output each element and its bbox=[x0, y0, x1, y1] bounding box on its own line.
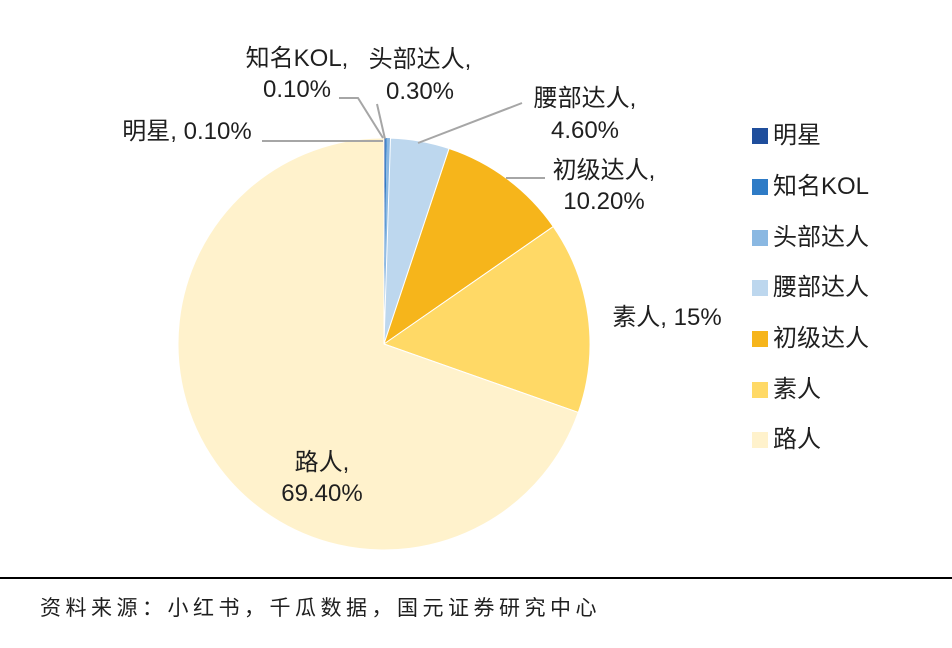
legend-item-mid-influencer: 腰部达人 bbox=[752, 263, 869, 314]
data-label-line: 初级达人, bbox=[553, 157, 656, 184]
data-label-line: 0.10% bbox=[263, 76, 331, 103]
leader-line-mid-influencer bbox=[417, 102, 523, 144]
data-label-line: 明星, 0.10% bbox=[122, 118, 251, 145]
legend-label-top-influencer: 头部达人 bbox=[773, 223, 869, 251]
legend-label-passerby: 路人 bbox=[773, 426, 821, 454]
data-label-passerby: 路人, 69.40% bbox=[281, 449, 362, 507]
legend-swatch-famous-kol bbox=[752, 178, 768, 195]
data-label-line: 头部达人, bbox=[369, 46, 472, 73]
data-label-junior-influencer: 初级达人, 10.20% bbox=[553, 157, 656, 215]
data-label-line: 素人, 15% bbox=[612, 304, 721, 331]
data-labels: 明星, 0.10% 知名KOL, 0.10% 头部达人, 0.30% 腰部达人, 4.60%… bbox=[122, 45, 721, 507]
data-label-line: 路人, bbox=[295, 449, 350, 476]
data-label-top-influencer: 头部达人, 0.30% bbox=[369, 46, 472, 105]
pie-slice-passerby bbox=[177, 137, 579, 551]
legend-label-amateur: 素人 bbox=[773, 375, 821, 403]
data-label-line: 知名KOL, bbox=[246, 45, 349, 72]
legend-item-celebrity: 明星 bbox=[752, 111, 869, 162]
pie-slices bbox=[177, 137, 591, 551]
data-label-famous-kol: 知名KOL, 0.10% bbox=[246, 45, 349, 103]
legend-item-junior-influencer: 初级达人 bbox=[752, 314, 869, 365]
legend-swatch-top-influencer bbox=[752, 229, 768, 246]
data-label-amateur: 素人, 15% bbox=[612, 304, 721, 331]
legend-item-amateur: 素人 bbox=[752, 364, 869, 415]
data-label-line: 69.40% bbox=[281, 480, 362, 507]
data-label-celebrity: 明星, 0.10% bbox=[122, 118, 251, 145]
data-label-line: 4.60% bbox=[551, 117, 619, 144]
legend-swatch-mid-influencer bbox=[752, 280, 768, 297]
footer-divider bbox=[0, 577, 952, 579]
legend-label-junior-influencer: 初级达人 bbox=[773, 324, 869, 352]
data-label-line: 10.20% bbox=[563, 188, 644, 215]
legend-label-mid-influencer: 腰部达人 bbox=[773, 274, 869, 302]
pie-slice-junior-influencer bbox=[383, 148, 554, 345]
chart-legend: 明星 知名KOL 头部达人 腰部达人 初级达人 素人 路人 bbox=[752, 111, 869, 466]
legend-swatch-junior-influencer bbox=[752, 330, 768, 347]
data-label-mid-influencer: 腰部达人, 4.60% bbox=[534, 85, 637, 144]
legend-swatch-amateur bbox=[752, 381, 768, 398]
legend-item-top-influencer: 头部达人 bbox=[752, 212, 869, 263]
data-label-line: 0.30% bbox=[386, 78, 454, 105]
leader-lines bbox=[262, 97, 545, 179]
pie-slice-famous-kol bbox=[384, 138, 387, 344]
legend-label-celebrity: 明星 bbox=[773, 122, 821, 150]
pie-slice-amateur bbox=[383, 226, 591, 413]
legend-swatch-passerby bbox=[752, 432, 768, 449]
legend-swatch-celebrity bbox=[752, 128, 768, 145]
legend-item-passerby: 路人 bbox=[752, 415, 869, 466]
pie-chart: 明星, 0.10% 知名KOL, 0.10% 头部达人, 0.30% 腰部达人, 4.60%… bbox=[122, 45, 722, 551]
legend-item-famous-kol: 知名KOL bbox=[752, 162, 869, 213]
source-note: 资料来源：小红书，千瓜数据，国元证券研究中心 bbox=[40, 597, 601, 620]
leader-line-famous-kol bbox=[339, 97, 384, 139]
leader-line-top-influencer bbox=[376, 103, 386, 140]
legend-label-famous-kol: 知名KOL bbox=[773, 172, 870, 200]
data-label-line: 腰部达人, bbox=[534, 85, 637, 112]
